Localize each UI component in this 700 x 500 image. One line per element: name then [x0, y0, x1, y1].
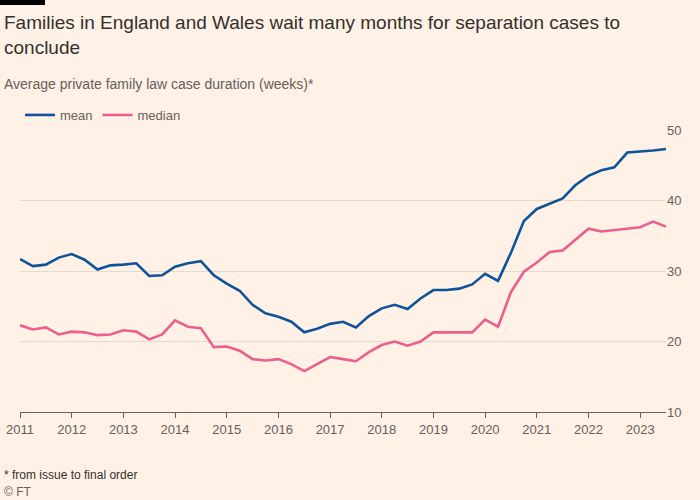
svg-text:median: median — [138, 108, 181, 123]
svg-text:mean: mean — [60, 108, 93, 123]
svg-text:30: 30 — [667, 264, 681, 279]
svg-text:© FT: © FT — [4, 485, 32, 499]
svg-text:50: 50 — [667, 123, 681, 138]
svg-text:Families in England and Wales: Families in England and Wales wait many … — [4, 12, 620, 58]
svg-text:2014: 2014 — [161, 422, 190, 437]
svg-text:2017: 2017 — [316, 422, 345, 437]
svg-text:2020: 2020 — [471, 422, 500, 437]
svg-text:2021: 2021 — [522, 422, 551, 437]
svg-text:2019: 2019 — [419, 422, 448, 437]
svg-text:20: 20 — [667, 334, 681, 349]
svg-text:2016: 2016 — [264, 422, 293, 437]
svg-text:2022: 2022 — [574, 422, 603, 437]
svg-text:2023: 2023 — [626, 422, 655, 437]
svg-text:10: 10 — [667, 405, 681, 420]
svg-text:40: 40 — [667, 193, 681, 208]
svg-text:Average private family law cas: Average private family law case duration… — [4, 76, 314, 92]
svg-text:2011: 2011 — [6, 422, 34, 437]
svg-text:2015: 2015 — [212, 422, 241, 437]
svg-text:* from issue to final order: * from issue to final order — [4, 468, 137, 482]
svg-text:2018: 2018 — [367, 422, 396, 437]
svg-text:2013: 2013 — [109, 422, 138, 437]
svg-text:2012: 2012 — [57, 422, 86, 437]
